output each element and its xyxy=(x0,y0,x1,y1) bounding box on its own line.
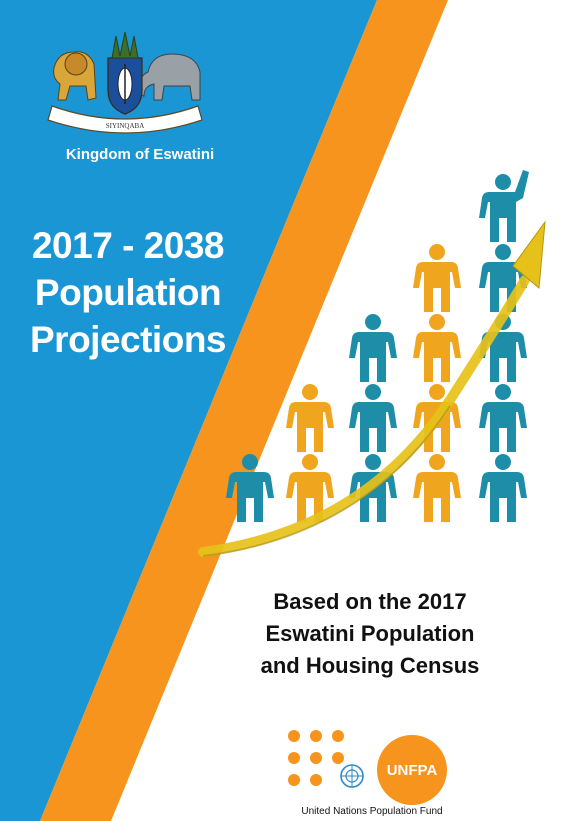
coat-of-arms-icon: SIYINQABA xyxy=(47,31,203,134)
subtitle-line-2: Eswatini Population xyxy=(265,621,475,646)
kingdom-label: Kingdom of Eswatini xyxy=(65,146,215,163)
report-title: 2017 - 2038 Population Projections xyxy=(10,222,246,363)
subtitle-line-1: Based on the 2017 xyxy=(273,589,467,614)
arrowhead xyxy=(512,220,546,290)
person-figure xyxy=(413,244,461,312)
orange-stripe xyxy=(40,0,448,821)
unfpa-logo-mark xyxy=(288,730,364,788)
blue-panel xyxy=(0,0,377,821)
person-figure xyxy=(479,170,529,242)
person-figure xyxy=(349,384,397,452)
subtitle-line-3: and Housing Census xyxy=(260,653,480,678)
un-emblem-icon xyxy=(340,764,364,788)
person-figure xyxy=(349,314,397,382)
title-line-population: Population xyxy=(34,272,222,313)
person-figure xyxy=(479,454,527,522)
title-line-years: 2017 - 2038 xyxy=(31,225,225,266)
person-figure xyxy=(479,384,527,452)
person-figure xyxy=(413,454,461,522)
unfpa-full-name: United Nations Population Fund xyxy=(301,806,443,817)
person-figure xyxy=(226,454,274,522)
rising-population-figures-icon xyxy=(198,170,546,557)
person-figure xyxy=(413,314,461,382)
unfpa-badge: UNFPA xyxy=(377,735,447,805)
title-line-projections: Projections xyxy=(30,319,227,360)
growth-arrow-icon xyxy=(198,275,530,557)
person-figure xyxy=(479,244,527,312)
report-subtitle: Based on the 2017 Eswatini Population an… xyxy=(220,586,520,682)
person-figure xyxy=(286,384,334,452)
emblem-motto: SIYINQABA xyxy=(106,122,145,130)
